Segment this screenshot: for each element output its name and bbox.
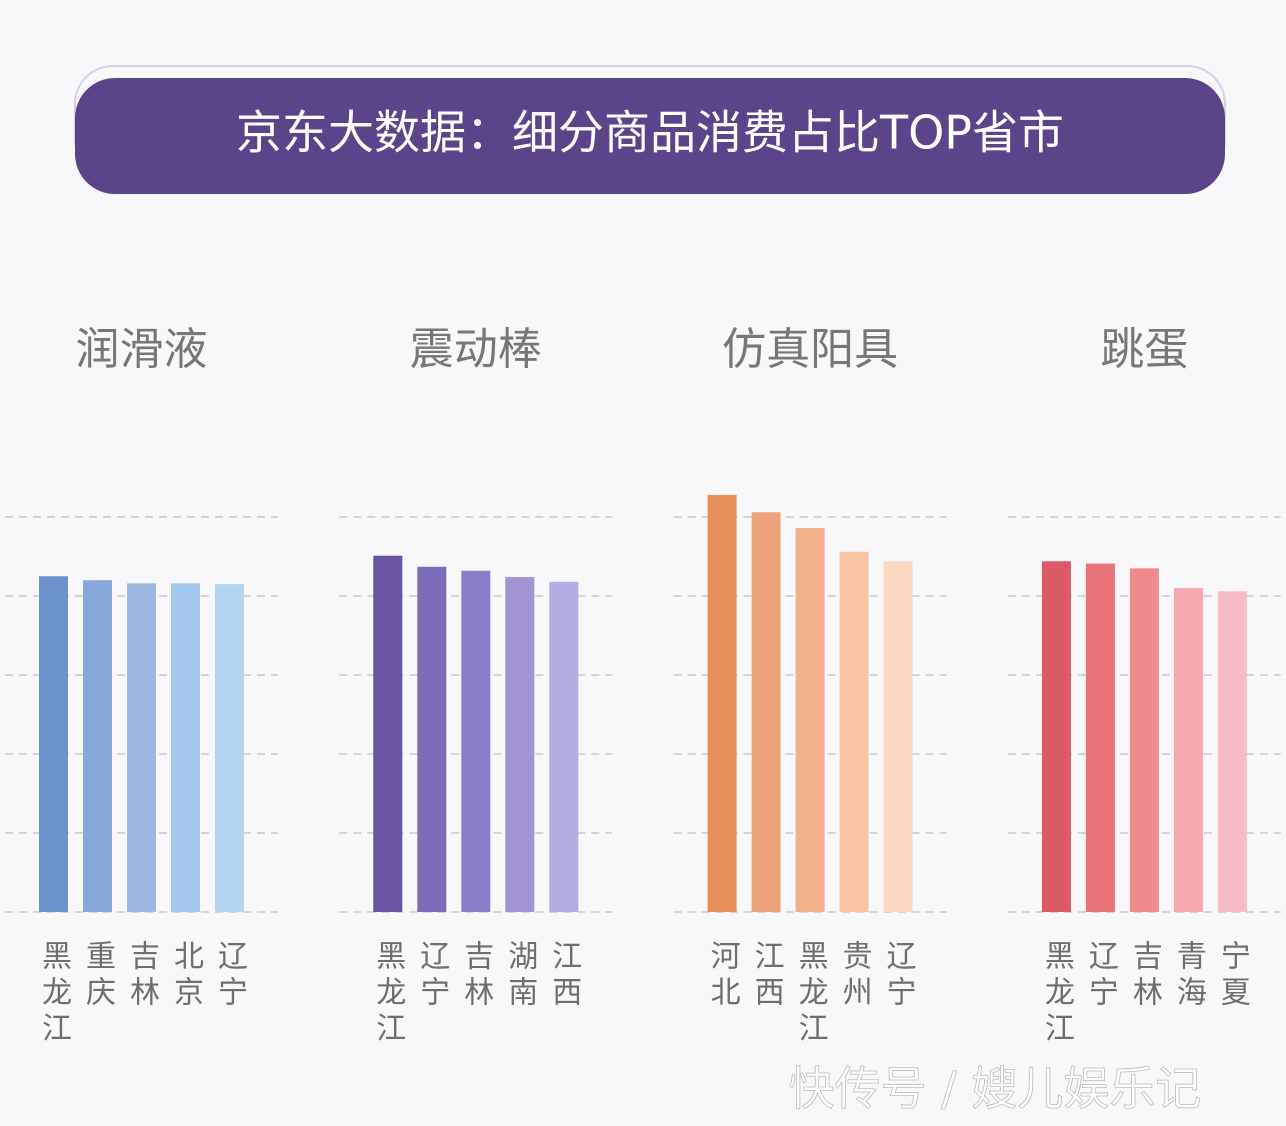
bar [215,584,244,912]
chart-title: 震动棒 [410,324,542,375]
bar [883,561,913,912]
x-tick-label: 黑龙江 [370,940,405,1048]
page-title: 京东大数据：细分商品消费占比TOP省市 [236,106,1064,160]
x-tick-label: 吉林 [124,940,160,1012]
bar [417,566,447,912]
bar [1041,561,1071,912]
x-tick-label: 辽宁 [414,940,450,1012]
watermark: 快传号 / 嫂儿娱乐记 [789,1062,1202,1116]
x-tick-label: 贵州 [837,940,873,1012]
x-tick-label: 辽宁 [212,940,248,1012]
bar [1129,568,1159,912]
chart-title: 润滑液 [76,324,208,375]
x-tick-label: 辽宁 [1083,940,1119,1012]
bar [1217,591,1247,912]
bar [1085,563,1115,912]
x-tick-label: 宁夏 [1215,940,1250,1012]
x-tick-label: 重庆 [80,940,116,1012]
charts: 润滑液黑龙江 重庆 吉林 北京 辽宁震动棒黑龙江 辽宁 吉林 湖南 江西仿真阳具河北 江西 黑龙江贵… [5,324,1281,1048]
x-tick-label: 吉林 [458,940,494,1012]
x-tick-label: 北京 [168,940,203,1012]
x-tick-label: 黑龙江 [36,940,71,1048]
bar [83,580,112,912]
bar [127,583,156,912]
x-tick-label: 黑龙江 [793,940,828,1048]
bar [707,494,737,912]
bar [171,583,200,912]
bar [1173,588,1203,912]
x-tick-label: 吉林 [1127,940,1163,1012]
x-tick-label: 江西 [749,940,784,1012]
x-tick-label: 青海 [1171,940,1206,1012]
x-tick-label: 湖南 [502,940,537,1012]
banner [75,78,1225,194]
bar [39,576,68,912]
bar [549,581,579,912]
x-tick-label: 黑龙江 [1039,940,1074,1048]
chart-title: 仿真阳具 [722,324,898,375]
bar [795,528,825,912]
x-tick-label: 河北 [705,940,741,1012]
x-tick-label: 江西 [546,940,581,1012]
bar [505,577,535,912]
bar [373,555,403,912]
bar [461,570,491,912]
bar [751,512,781,912]
bar [839,551,869,912]
x-tick-label: 辽宁 [881,940,917,1012]
chart-title: 跳蛋 [1100,324,1188,375]
